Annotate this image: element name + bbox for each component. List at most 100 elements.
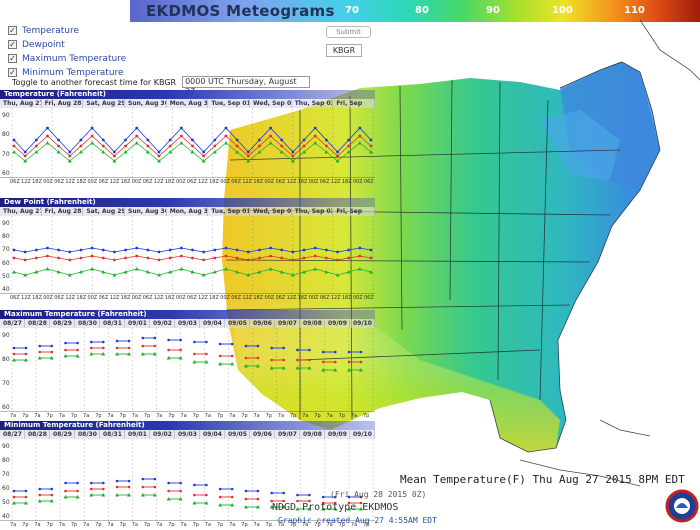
- series-marker: [124, 138, 127, 142]
- series-marker: [101, 352, 106, 356]
- day-label: 09/01: [125, 319, 150, 328]
- y-axis-label: 70: [2, 380, 10, 387]
- series-marker: [168, 144, 172, 148]
- tick-label: 7a: [302, 522, 309, 528]
- series-marker: [282, 499, 285, 503]
- temperature-checkbox[interactable]: ✓: [8, 26, 17, 35]
- series-marker: [296, 499, 299, 503]
- series-marker: [359, 495, 363, 499]
- series-marker: [243, 505, 248, 509]
- day-label: 09/08: [300, 319, 325, 328]
- series-marker: [204, 360, 209, 364]
- tick-label: 7p: [362, 522, 370, 528]
- station-input[interactable]: KBGR: [326, 44, 362, 57]
- mintemp-check-row[interactable]: ✓ Minimum Temperature: [8, 66, 338, 79]
- series-marker: [347, 501, 351, 505]
- series-marker: [359, 360, 363, 364]
- submit-button[interactable]: Submit: [326, 26, 371, 38]
- dewpoint-check-label[interactable]: Dewpoint: [22, 39, 65, 50]
- series-marker: [23, 159, 28, 163]
- day-label: 08/27: [0, 430, 25, 439]
- day-label: Sun, Aug 30: [125, 207, 167, 216]
- dewpoint-day-row: Thu, Aug 27 Fri, Aug 28 Sat, Aug 29 Sun, Au…: [0, 207, 376, 216]
- tick-label: 7a: [302, 413, 309, 419]
- tick-label: 7p: [241, 413, 248, 419]
- temperature-check-label[interactable]: Temperature: [22, 25, 80, 36]
- maxtemp-plot-graphic: [11, 328, 374, 412]
- mintemp-panel: Minimum Temperature (Fahrenheit) 08/27 08…: [0, 421, 375, 529]
- series-marker: [38, 487, 42, 491]
- tick-label: 7p: [192, 522, 199, 528]
- tick-label: 7a: [10, 413, 17, 419]
- tick-label: 7a: [83, 413, 90, 419]
- temperature-check-row[interactable]: ✓ Temperature: [8, 24, 338, 37]
- app-title: EKDMOS Meteograms: [146, 2, 335, 20]
- series-marker: [179, 267, 184, 271]
- day-label: 09/05: [225, 319, 250, 328]
- series-marker: [347, 368, 351, 372]
- mintemp-check-label[interactable]: Minimum Temperature: [22, 67, 124, 78]
- series-marker: [295, 507, 300, 511]
- y-axis-label: 90: [2, 443, 10, 450]
- tick-label: 7a: [180, 413, 187, 419]
- dewpoint-checkbox[interactable]: ✓: [8, 40, 17, 49]
- tick-label: 06Z: [142, 295, 153, 301]
- maxtemp-checkbox[interactable]: ✓: [8, 54, 17, 63]
- scale-label-70: 70: [345, 5, 359, 16]
- series-marker: [90, 481, 93, 485]
- series-marker: [321, 495, 325, 499]
- series-marker: [358, 134, 362, 138]
- series-marker: [257, 150, 262, 154]
- series-marker: [191, 256, 194, 260]
- series-marker: [290, 159, 295, 163]
- tick-label: 12Z: [153, 295, 164, 301]
- tick-label: 18Z: [120, 295, 131, 301]
- series-marker: [127, 485, 131, 489]
- series-marker: [269, 505, 274, 509]
- series-marker: [12, 501, 16, 505]
- series-marker: [46, 254, 49, 258]
- tick-label: 18Z: [164, 295, 175, 301]
- series-marker: [282, 358, 285, 362]
- mintemp-checkbox[interactable]: ✓: [8, 68, 17, 77]
- series-marker: [223, 267, 228, 271]
- tick-label: 7p: [119, 522, 126, 528]
- tick-label: 06Z: [10, 179, 20, 185]
- tick-label: 06Z: [364, 295, 374, 301]
- series-marker: [90, 340, 93, 344]
- y-axis-label: 80: [2, 131, 10, 139]
- y-axis-label: 40: [2, 286, 10, 293]
- series-marker: [38, 344, 42, 348]
- series-marker: [308, 499, 311, 503]
- series-marker: [235, 270, 240, 274]
- series-marker: [89, 493, 94, 497]
- y-axis-label: 60: [2, 170, 10, 177]
- day-label: Sat, Aug 29: [83, 99, 126, 108]
- tick-label: 7a: [229, 522, 236, 528]
- forecast-time-select[interactable]: 0000 UTC Thursday, August 27: [182, 76, 311, 96]
- series-marker: [308, 493, 311, 497]
- series-marker: [235, 138, 239, 142]
- series-marker: [321, 360, 325, 364]
- maxtemp-check-row[interactable]: ✓ Maximum Temperature: [8, 52, 338, 65]
- day-label: 09/03: [175, 430, 200, 439]
- series-marker: [201, 273, 206, 277]
- temperature-plot-graphic: [11, 108, 374, 178]
- series-marker: [90, 126, 94, 130]
- series-marker: [295, 366, 300, 370]
- series-marker: [358, 254, 362, 258]
- series-marker: [90, 487, 93, 491]
- series-marker: [258, 144, 261, 148]
- series-marker: [246, 159, 251, 163]
- tick-label: 7a: [204, 522, 211, 528]
- tick-label: 7p: [314, 413, 321, 419]
- tick-label: 7a: [156, 522, 163, 528]
- maxtemp-check-label[interactable]: Maximum Temperature: [22, 53, 127, 64]
- series-marker: [12, 144, 16, 148]
- series-marker: [45, 267, 50, 271]
- day-label: 09/05: [225, 430, 250, 439]
- series-marker: [190, 270, 195, 274]
- scale-label-80: 80: [415, 5, 429, 16]
- series-marker: [281, 366, 286, 370]
- dewpoint-check-row[interactable]: ✓ Dewpoint: [8, 38, 338, 51]
